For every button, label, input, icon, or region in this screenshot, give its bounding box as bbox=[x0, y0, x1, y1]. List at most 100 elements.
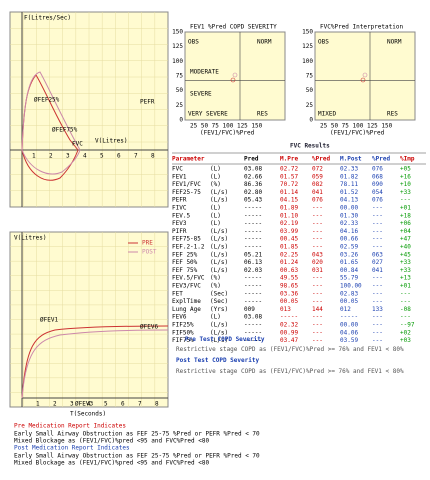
cell: +03 bbox=[400, 337, 411, 344]
cell: +33 bbox=[400, 189, 411, 196]
cell: 04.13 bbox=[340, 197, 358, 204]
cell: FET bbox=[172, 290, 183, 297]
cell: FVC bbox=[172, 166, 183, 173]
cell: 063 bbox=[372, 251, 383, 258]
cell: 00.45 bbox=[280, 236, 298, 243]
cell: --- bbox=[372, 298, 383, 305]
cell: FEV6 bbox=[172, 314, 187, 321]
x-label: V(Litres) bbox=[95, 138, 128, 145]
cell: (%) bbox=[210, 181, 221, 188]
cell: 98.65 bbox=[280, 283, 298, 290]
cell: (L/s) bbox=[210, 228, 228, 235]
zone-label: NORM bbox=[387, 39, 402, 46]
fef25-label: ØFEF25% bbox=[34, 97, 60, 104]
cell: 059 bbox=[312, 173, 323, 180]
cell: 00.84 bbox=[340, 267, 358, 274]
cell: +47 bbox=[400, 236, 411, 243]
cell: 86.36 bbox=[244, 181, 262, 188]
cell: 02.72 bbox=[280, 166, 298, 173]
cell: FEF75-85 bbox=[172, 236, 201, 243]
cell: FEV1 bbox=[172, 173, 187, 180]
cell: --- bbox=[372, 220, 383, 227]
cell: FEV.5/FVC bbox=[172, 275, 205, 282]
x-tick-label: 7 bbox=[134, 153, 138, 160]
cell: FEV.5 bbox=[172, 212, 190, 219]
cell: +16 bbox=[400, 173, 411, 180]
cell: --- bbox=[312, 205, 323, 212]
cell: 03.26 bbox=[340, 251, 358, 258]
cell: 01.14 bbox=[280, 189, 298, 196]
y-tick-label: 50 bbox=[176, 87, 184, 94]
cell: 090 bbox=[372, 181, 383, 188]
zone-label: MIXED bbox=[318, 111, 336, 118]
cell: --- bbox=[372, 228, 383, 235]
x-tick-label: 8 bbox=[151, 153, 155, 160]
column-header: %Pred bbox=[372, 156, 390, 163]
cell: FEF 50% bbox=[172, 259, 198, 266]
cell: 02.33 bbox=[340, 166, 358, 173]
cell: 082 bbox=[312, 181, 323, 188]
cell: --- bbox=[372, 329, 383, 336]
fvc-label: FVC bbox=[72, 141, 83, 148]
cell: 009 bbox=[244, 306, 255, 313]
cell: 02.25 bbox=[280, 251, 298, 258]
cell: 013 bbox=[280, 306, 291, 313]
cell: (L) bbox=[210, 166, 221, 173]
cell: 01.52 bbox=[340, 189, 358, 196]
cell: 78.11 bbox=[340, 181, 358, 188]
x-tick-label: 5 bbox=[104, 401, 108, 408]
report-line: Early Small Airway Obstruction as FEF 25… bbox=[14, 431, 260, 438]
post-insp bbox=[21, 149, 81, 175]
cell: 041 bbox=[372, 267, 383, 274]
cell: 00.05 bbox=[280, 298, 298, 305]
pefr-label: PEFR bbox=[140, 99, 155, 106]
cell: --- bbox=[312, 298, 323, 305]
y-tick-label: 150 bbox=[172, 29, 183, 36]
cell: 072 bbox=[312, 166, 323, 173]
cell: ----- bbox=[280, 314, 298, 321]
cell: --- bbox=[372, 290, 383, 297]
cell: 05.43 bbox=[244, 197, 262, 204]
y-tick-label: 100 bbox=[302, 58, 313, 65]
zone-label: RES bbox=[257, 111, 268, 118]
cell: (L) bbox=[210, 212, 221, 219]
x-tick-label: 3 bbox=[70, 401, 74, 408]
cell: 03.08 bbox=[244, 314, 262, 321]
severity-title: Pre Test COPD Severity bbox=[185, 336, 265, 343]
cell: --- bbox=[312, 283, 323, 290]
cell: (L) bbox=[210, 220, 221, 227]
cell: 49.55 bbox=[280, 275, 298, 282]
cell: --- bbox=[312, 220, 323, 227]
y-tick-label: 125 bbox=[302, 43, 313, 50]
cell: 03.08 bbox=[244, 166, 262, 173]
cell: 02.83 bbox=[340, 290, 358, 297]
column-header: %Imp bbox=[400, 156, 415, 163]
cell: --- bbox=[312, 275, 323, 282]
cell: +04 bbox=[400, 228, 411, 235]
marker bbox=[232, 72, 238, 78]
cell: 01.24 bbox=[280, 259, 298, 266]
cell: 01.89 bbox=[280, 205, 298, 212]
cell: 00.63 bbox=[280, 267, 298, 274]
x-tick-label: 8 bbox=[155, 401, 159, 408]
cell: 03.99 bbox=[280, 228, 298, 235]
cell: ----- bbox=[244, 283, 262, 290]
cell: --- bbox=[372, 275, 383, 282]
post-curve bbox=[21, 71, 81, 151]
x-tick-label: 5 bbox=[100, 153, 104, 160]
cell: 03.36 bbox=[280, 290, 298, 297]
y-tick-label: 125 bbox=[172, 43, 183, 50]
cell: 076 bbox=[312, 197, 323, 204]
report-line: Mixed Blockage as (FEV1/FVC)%pred <95 an… bbox=[14, 438, 209, 445]
fef75-label: ØFEF75% bbox=[52, 127, 78, 134]
cell: 100.00 bbox=[340, 283, 362, 290]
column-header: Pred bbox=[244, 156, 259, 163]
cell: +18 bbox=[400, 212, 411, 219]
marker bbox=[230, 77, 236, 83]
cell: +13 bbox=[400, 275, 411, 282]
y-label: F(Litres/Sec) bbox=[24, 15, 71, 22]
column-header: M.Pre bbox=[280, 156, 298, 163]
cell: (Sec) bbox=[210, 290, 228, 297]
cell: ----- bbox=[340, 314, 358, 321]
post-curve bbox=[21, 329, 169, 399]
